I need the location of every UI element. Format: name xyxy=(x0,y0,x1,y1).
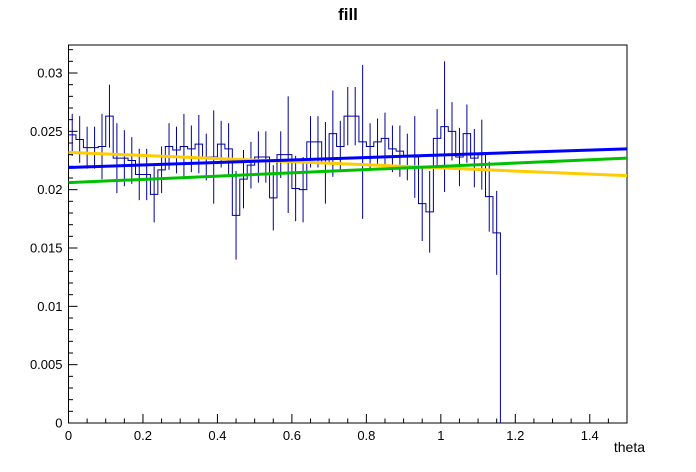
y-tick-label: 0.005 xyxy=(30,357,63,372)
x-tick-label: 0.2 xyxy=(134,428,152,443)
x-tick-label: 1 xyxy=(437,428,444,443)
y-tick-label: 0.02 xyxy=(37,182,62,197)
x-tick-label: 0 xyxy=(65,428,72,443)
fit-lines-layer xyxy=(68,147,628,185)
plot-title: fill xyxy=(338,5,358,24)
x-tick-label: 0.4 xyxy=(208,428,226,443)
y-tick-label: 0 xyxy=(55,416,62,431)
y-tick-label: 0.01 xyxy=(37,299,62,314)
axes-layer: 0 0.2 0.4 0.6 0.8 1 1.2 1.4 0 0.005 0.01 0.015 0.02 0… xyxy=(30,44,628,443)
x-tick-label: 0.6 xyxy=(283,428,301,443)
y-tick-label: 0.025 xyxy=(30,124,63,139)
y-tick-label: 0.03 xyxy=(37,66,62,81)
y-tick-label: 0.015 xyxy=(30,241,63,256)
fit-blue-line xyxy=(68,147,628,169)
x-tick-label: 1.2 xyxy=(506,428,524,443)
fit-yellow-line xyxy=(68,150,628,178)
fit-green-line xyxy=(68,156,628,185)
x-axis-title: theta xyxy=(614,439,645,455)
histogram-layer xyxy=(68,61,501,423)
x-tick-label: 1.4 xyxy=(581,428,599,443)
x-tick-label: 0.8 xyxy=(357,428,375,443)
